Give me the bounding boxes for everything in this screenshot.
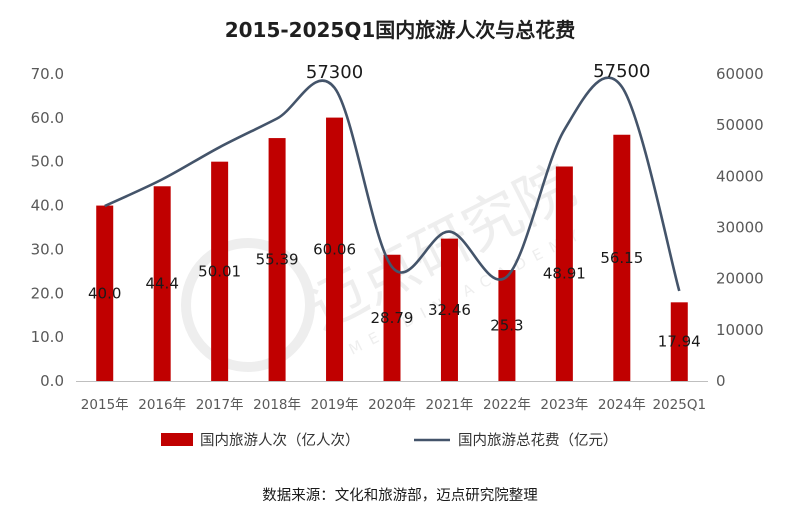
left-axis-tick-label: 10.0 — [31, 328, 64, 346]
x-axis-tick-label: 2020年 — [368, 397, 416, 413]
bar — [555, 166, 573, 381]
right-axis-tick-label: 10000 — [716, 321, 764, 339]
line-peak-label: 57300 — [306, 62, 363, 83]
x-axis-tick-label: 2019年 — [311, 397, 359, 413]
bar — [268, 138, 286, 381]
bar — [96, 205, 114, 381]
x-axis-tick-label: 2023年 — [540, 397, 588, 413]
bar-data-label: 50.01 — [198, 262, 241, 280]
x-axis-tick-label: 2024年 — [598, 397, 646, 413]
watermark-logo-icon — [181, 238, 315, 372]
left-axis-tick-label: 70.0 — [31, 65, 64, 83]
total-spending-line — [104, 76, 681, 292]
chart-title: 2015-2025Q1国内旅游人次与总花费 — [224, 18, 576, 42]
bar-data-label: 55.39 — [256, 251, 299, 269]
bar — [326, 117, 344, 382]
bar-data-label: 56.15 — [600, 249, 643, 267]
bar — [498, 270, 516, 381]
right-axis-tick-label: 30000 — [716, 219, 764, 237]
bar — [383, 254, 401, 381]
bar-data-label: 44.4 — [145, 275, 178, 293]
bar — [153, 186, 171, 381]
bar-data-label: 48.91 — [543, 265, 586, 283]
legend-bar-label: 国内旅游人次（亿人次） — [200, 432, 360, 449]
bar-data-label: 28.79 — [371, 309, 414, 327]
x-axis-tick-label: 2025Q1 — [652, 397, 706, 413]
legend-bar-swatch — [161, 433, 193, 446]
line-peak-label: 57500 — [593, 61, 650, 82]
right-axis-tick-label: 40000 — [716, 167, 764, 185]
x-axis-tick-label: 2021年 — [426, 397, 474, 413]
right-axis-tick-label: 20000 — [716, 270, 764, 288]
left-axis-tick-label: 60.0 — [31, 109, 64, 127]
left-axis-tick-label: 50.0 — [31, 153, 64, 171]
bar — [211, 161, 229, 381]
bar — [613, 134, 631, 381]
x-axis-tick-label: 2018年 — [253, 397, 301, 413]
right-axis-tick-label: 60000 — [716, 65, 764, 83]
left-axis-tick-label: 0.0 — [40, 372, 64, 390]
x-axis-tick-label: 2016年 — [138, 397, 186, 413]
bar-data-label: 32.46 — [428, 301, 471, 319]
bar-data-label: 60.06 — [313, 240, 356, 258]
left-axis-tick-label: 40.0 — [31, 197, 64, 215]
x-axis-tick-label: 2017年 — [196, 397, 244, 413]
bar-data-label: 25.3 — [490, 317, 523, 335]
right-axis-tick-label: 0 — [716, 372, 726, 390]
x-axis-tick-label: 2022年 — [483, 397, 531, 413]
right-axis-tick-label: 50000 — [716, 116, 764, 134]
left-axis-tick-label: 20.0 — [31, 284, 64, 302]
x-axis-tick-label: 2015年 — [81, 397, 129, 413]
source-note: 数据来源：文化和旅游部，迈点研究院整理 — [262, 488, 538, 504]
bar-data-label: 17.94 — [658, 333, 701, 351]
bar-data-label: 40.0 — [88, 284, 121, 302]
left-axis-tick-label: 30.0 — [31, 240, 64, 258]
legend-line-label: 国内旅游总花费（亿元） — [458, 432, 618, 449]
bar — [440, 238, 458, 381]
bar — [670, 302, 688, 381]
